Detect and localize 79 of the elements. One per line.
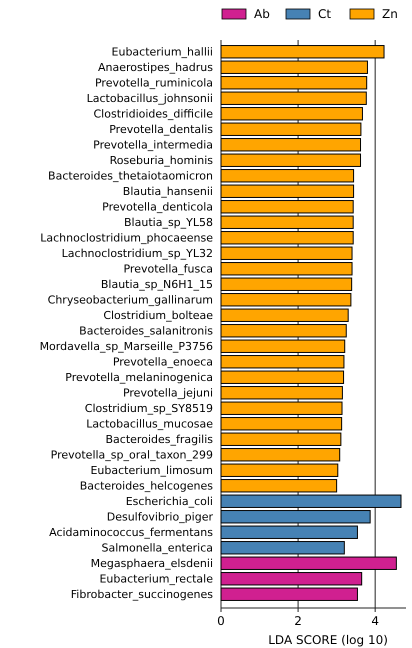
bar (220, 308, 349, 322)
bar (220, 448, 340, 462)
bar (220, 60, 368, 74)
bar (220, 588, 358, 601)
y-tick-label: Bacteroides_fragilis (106, 433, 214, 446)
y-tick-label: Eubacterium_hallii (112, 46, 213, 59)
y-tick-label: Lachnoclostridium_sp_YL32 (62, 247, 213, 260)
legend-label: Ab (254, 7, 270, 21)
bar (220, 107, 363, 120)
bar (220, 541, 345, 554)
x-tick-label: 4 (371, 614, 379, 628)
y-tick-label: Chryseobacterium_gallinarum (48, 294, 213, 307)
bar (220, 402, 343, 415)
y-tick-label: Bacteroides_helcogenes (80, 480, 214, 493)
bar (220, 355, 344, 368)
bar (220, 262, 353, 276)
y-tick-label: Bacteroides_salanitronis (79, 324, 214, 338)
bar (220, 370, 344, 384)
bar (220, 464, 338, 477)
y-tick-label: Prevotella_dentalis (109, 123, 214, 136)
bar (220, 432, 342, 446)
bar (220, 572, 362, 586)
y-tick-label: Prevotella_intermedia (93, 138, 213, 152)
y-tick-label: Bacteroides_thetaiotaomicron (48, 170, 214, 183)
y-tick-label: Eubacterium_rectale (99, 572, 214, 586)
y-tick-label: Roseburia_hominis (110, 154, 214, 168)
bar (220, 76, 368, 90)
y-tick-label: Lachnoclostridium_phocaeense (40, 232, 214, 245)
y-tick-label: Blautia_sp_N6H1_15 (100, 278, 213, 292)
bar (220, 138, 362, 152)
bar (220, 494, 402, 508)
bar (220, 479, 338, 492)
bar (220, 200, 354, 214)
bar (220, 386, 343, 400)
bar (220, 556, 397, 570)
y-tick-label: Prevotella_denticola (102, 200, 213, 214)
y-tick-label: Blautia_hansenii (122, 185, 213, 198)
bar (220, 92, 367, 105)
bar (220, 45, 385, 58)
y-tick-label: Blautia_sp_YL58 (124, 216, 213, 230)
y-tick-label: Prevotella_jejuni (122, 386, 213, 400)
bar (220, 122, 362, 136)
y-tick-label: Lactobacillus_johnsonii (86, 92, 213, 106)
bar (220, 293, 352, 306)
y-tick-label: Megasphaera_elsdenii (90, 557, 213, 570)
y-tick-label: Prevotella_enoeca (112, 356, 213, 369)
x-tick-label: 0 (217, 614, 225, 628)
y-tick-label: Prevotella_melaninogenica (65, 371, 213, 384)
y-tick-label: Prevotella_sp_oral_taxon_299 (50, 448, 213, 462)
y-tick-label: Prevotella_ruminicola (94, 76, 213, 90)
y-tick-label: Desulfovibrio_piger (106, 510, 214, 524)
bar (220, 340, 346, 353)
legend-label: Zn (382, 7, 398, 21)
y-tick-label: Anaerostipes_hadrus (98, 61, 214, 74)
x-axis-title: LDA SCORE (log 10) (268, 633, 388, 647)
y-tick-label: Prevotella_fusca (123, 262, 213, 276)
y-tick-label: Lactobacillus_mucosae (86, 418, 214, 431)
legend-label: Ct (318, 7, 332, 21)
bar (220, 231, 354, 244)
bar (220, 526, 358, 539)
x-tick-label: 2 (294, 614, 302, 628)
bar (220, 216, 354, 229)
y-tick-label: Escherichia_coli (126, 495, 213, 508)
y-tick-label: Clostridium_bolteae (103, 309, 214, 322)
bar (220, 278, 352, 291)
y-tick-label: Acidaminococcus_fermentans (49, 526, 214, 540)
bar (220, 184, 354, 198)
bar (220, 246, 353, 260)
y-tick-label: Clostridium_sp_SY8519 (84, 402, 213, 416)
bar (220, 169, 354, 182)
bar (220, 417, 342, 430)
bar (220, 324, 347, 338)
bar (220, 510, 371, 524)
y-tick-label: Fibrobacter_succinogenes (70, 588, 214, 602)
bar (220, 154, 362, 167)
y-tick-label: Salmonella_enterica (101, 542, 213, 555)
y-tick-label: Eubacterium_limosum (90, 464, 213, 478)
y-tick-label: Mordavella_sp_Marseille_P3756 (40, 340, 213, 354)
y-tick-label: Clostridioides_difficile (94, 108, 214, 121)
